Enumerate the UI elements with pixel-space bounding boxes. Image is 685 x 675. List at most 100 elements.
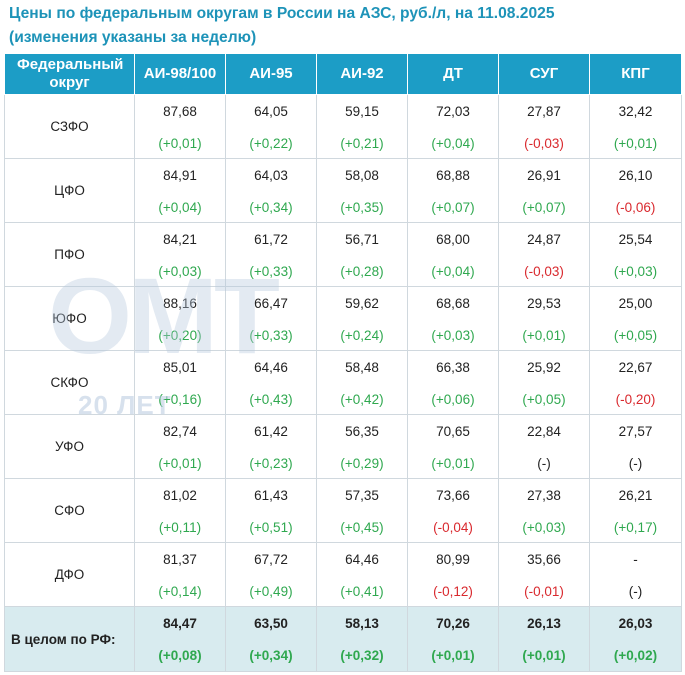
price-value: 59,15: [345, 104, 379, 119]
weekly-change: (+0,20): [158, 328, 202, 343]
weekly-change: (+0,11): [158, 520, 202, 535]
weekly-change: (-0,06): [615, 200, 656, 215]
cell-sug: 24,87 (-0,03): [498, 222, 590, 287]
cell-dt: 70,26 (+0,01): [407, 606, 499, 672]
price-value: 26,21: [618, 488, 653, 503]
cell-kpg: 26,03 (+0,02): [589, 606, 682, 672]
weekly-change: (-0,20): [615, 392, 656, 407]
price-value: 72,03: [436, 104, 470, 119]
weekly-change: (-0,04): [433, 520, 473, 535]
cell-dt: 73,66 (-0,04): [407, 478, 499, 543]
price-value: 84,91: [163, 168, 197, 183]
price-value: 27,57: [618, 424, 653, 439]
table-row: ПФО 84,21 (+0,03) 61,72 (+0,33) 56,71 (+0,28) 6…: [4, 222, 682, 287]
cell-ai-98-100: 84,21 (+0,03): [134, 222, 226, 287]
weekly-change: (+0,35): [340, 200, 384, 215]
price-value: 68,00: [436, 232, 470, 247]
cell-sug: 26,91 (+0,07): [498, 158, 590, 223]
title-line-2: (изменения указаны за неделю): [9, 29, 257, 46]
weekly-change: (+0,07): [522, 200, 566, 215]
cell-ai-98-100: 87,68 (+0,01): [134, 94, 226, 159]
region-name: СЗФО: [4, 94, 135, 159]
weekly-change: (+0,51): [249, 520, 293, 535]
region-name: ПФО: [4, 222, 135, 287]
weekly-change: (+0,08): [158, 648, 202, 663]
price-value: 61,72: [254, 232, 288, 247]
table-row: ДФО 81,37 (+0,14) 67,72 (+0,49) 64,46 (+0,41) 8…: [4, 542, 682, 607]
cell-ai-95: 66,47 (+0,33): [225, 286, 317, 351]
price-value: 63,50: [254, 616, 288, 631]
weekly-change: (+0,03): [431, 328, 475, 343]
price-value: 81,37: [163, 552, 197, 567]
price-value: 70,26: [436, 616, 470, 631]
weekly-change: (+0,04): [431, 136, 475, 151]
cell-kpg: 26,10 (-0,06): [589, 158, 682, 223]
price-value: -: [633, 552, 638, 567]
cell-kpg: - (-): [589, 542, 682, 607]
header-region: Федеральный округ: [4, 53, 135, 95]
region-name: ЮФО: [4, 286, 135, 351]
price-value: 25,54: [618, 232, 653, 247]
price-value: 84,21: [163, 232, 197, 247]
price-value: 84,47: [163, 616, 197, 631]
cell-sug: 22,84 (-): [498, 414, 590, 479]
weekly-change: (+0,01): [431, 456, 475, 471]
weekly-change: (-0,03): [524, 136, 564, 151]
weekly-change: (+0,41): [340, 584, 384, 599]
price-value: 64,03: [254, 168, 288, 183]
cell-ai-95: 64,46 (+0,43): [225, 350, 317, 415]
price-value: 88,16: [163, 296, 197, 311]
price-value: 64,46: [345, 552, 379, 567]
region-name: ЦФО: [4, 158, 135, 223]
price-value: 85,01: [163, 360, 197, 375]
cell-ai-92: 64,46 (+0,41): [316, 542, 408, 607]
cell-ai-98-100: 85,01 (+0,16): [134, 350, 226, 415]
weekly-change: (-0,01): [524, 584, 564, 599]
cell-ai-95: 67,72 (+0,49): [225, 542, 317, 607]
price-value: 26,03: [618, 616, 653, 631]
price-value: 22,84: [527, 424, 561, 439]
header-ai-98-100: АИ-98/100: [134, 53, 226, 95]
cell-sug: 27,38 (+0,03): [498, 478, 590, 543]
cell-dt: 68,00 (+0,04): [407, 222, 499, 287]
table-row: СКФО 85,01 (+0,16) 64,46 (+0,43) 58,48 (+0,42)…: [4, 350, 682, 415]
cell-ai-98-100: 88,16 (+0,20): [134, 286, 226, 351]
price-value: 59,62: [345, 296, 379, 311]
price-value: 57,35: [345, 488, 379, 503]
cell-dt: 72,03 (+0,04): [407, 94, 499, 159]
price-value: 80,99: [436, 552, 470, 567]
weekly-change: (+0,05): [613, 328, 658, 343]
cell-dt: 80,99 (-0,12): [407, 542, 499, 607]
weekly-change: (+0,16): [158, 392, 202, 407]
price-value: 25,92: [527, 360, 561, 375]
weekly-change: (+0,01): [522, 648, 566, 663]
weekly-change: (+0,24): [340, 328, 384, 343]
table-row: УФО 82,74 (+0,01) 61,42 (+0,23) 56,35 (+0,29) 7…: [4, 414, 682, 479]
region-name: ДФО: [4, 542, 135, 607]
cell-dt: 70,65 (+0,01): [407, 414, 499, 479]
price-value: 66,38: [436, 360, 470, 375]
price-value: 87,68: [163, 104, 197, 119]
header-kpg: КПГ: [589, 53, 682, 95]
cell-dt: 68,68 (+0,03): [407, 286, 499, 351]
price-value: 68,68: [436, 296, 470, 311]
price-value: 64,46: [254, 360, 288, 375]
total-row: В целом по РФ: 84,47 (+0,08) 63,50 (+0,34) 58…: [4, 606, 682, 672]
weekly-change: (+0,45): [340, 520, 384, 535]
cell-ai-95: 61,43 (+0,51): [225, 478, 317, 543]
cell-ai-92: 58,48 (+0,42): [316, 350, 408, 415]
weekly-change: (+0,01): [158, 136, 202, 151]
price-value: 68,88: [436, 168, 470, 183]
weekly-change: (+0,01): [613, 136, 658, 151]
weekly-change: (+0,07): [431, 200, 475, 215]
cell-ai-98-100: 82,74 (+0,01): [134, 414, 226, 479]
cell-kpg: 22,67 (-0,20): [589, 350, 682, 415]
weekly-change: (+0,03): [158, 264, 202, 279]
header-ai-92: АИ-92: [316, 53, 408, 95]
weekly-change: (+0,23): [249, 456, 293, 471]
price-value: 61,43: [254, 488, 288, 503]
weekly-change: (+0,03): [522, 520, 566, 535]
cell-kpg: 32,42 (+0,01): [589, 94, 682, 159]
page-title: Цены по федеральным округам в России на …: [9, 2, 679, 50]
weekly-change: (-): [628, 456, 643, 471]
